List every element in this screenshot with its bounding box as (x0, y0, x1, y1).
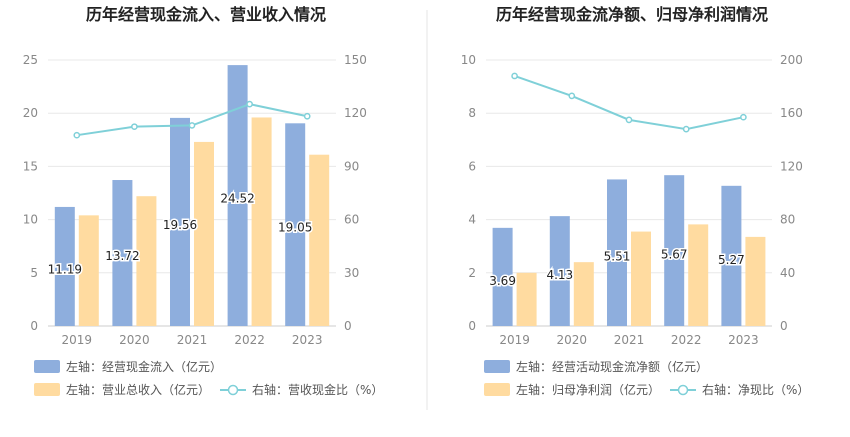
line-point (131, 123, 138, 131)
line-point (568, 92, 576, 100)
bar-primary (112, 180, 133, 326)
y-left-tick-label: 8 (468, 106, 476, 120)
legend-label: 右轴：营收现金比（%） (252, 382, 383, 397)
y-right-tick-label: 0 (780, 319, 788, 333)
chart-panel-2: 历年经营现金流净额、归母净利润情况 0 2 4 6 8 10 0 40 80 120 160 200 20… (461, 5, 810, 397)
bar-primary (285, 123, 306, 326)
y-right-tick-label: 120 (780, 159, 803, 173)
data-label: 3.69 (489, 274, 516, 288)
bar-primary (492, 227, 513, 326)
y-right-tick-label: 150 (344, 53, 367, 67)
bar-primary (721, 185, 742, 326)
bar-secondary (136, 196, 157, 326)
x-tick-label: 2019 (499, 333, 530, 347)
bar-secondary (78, 215, 99, 326)
legend-label: 左轴：归母净利润（亿元） (516, 382, 660, 397)
data-label: 13.72 (105, 249, 139, 263)
y-right-tick-label: 30 (344, 266, 359, 280)
x-tick-label: 2020 (557, 333, 588, 347)
y-left-tick-label: 4 (468, 213, 476, 227)
data-label: 19.56 (163, 218, 197, 232)
bar-secondary (251, 117, 272, 327)
y-right-tick-label: 120 (344, 106, 367, 120)
legend-line-marker (227, 384, 239, 396)
y-right-tick-label: 60 (344, 213, 359, 227)
line-point (303, 112, 311, 120)
line-point (740, 113, 747, 121)
bar-primary (227, 65, 248, 326)
legend-swatch (484, 360, 510, 373)
y-left-tick-label: 15 (23, 159, 38, 173)
line-point (511, 72, 518, 80)
bar-primary (54, 206, 75, 326)
line-point (682, 125, 690, 133)
line-point (188, 122, 196, 129)
legend-swatch (484, 383, 510, 396)
y-right-tick-label: 40 (780, 266, 795, 280)
chart-title: 历年经营现金流净额、归母净利润情况 (496, 5, 768, 24)
y-left-tick-label: 6 (468, 159, 476, 173)
y-right-tick-label: 160 (780, 106, 803, 120)
bar-secondary (309, 154, 330, 326)
bar-secondary (573, 262, 594, 326)
x-tick-label: 2023 (728, 333, 759, 347)
legend-label: 右轴：净现比（%） (702, 382, 809, 397)
y-right-tick-label: 80 (780, 213, 795, 227)
legend-label: 左轴：经营现金流入（亿元） (66, 359, 222, 374)
x-tick-label: 2019 (62, 333, 93, 347)
legend-label: 左轴：经营活动现金流净额（亿元） (516, 359, 708, 374)
bar-primary (607, 179, 627, 326)
data-label: 24.52 (220, 192, 254, 206)
x-tick-label: 2023 (292, 333, 323, 347)
legend-swatch (34, 360, 60, 373)
y-left-tick-label: 0 (468, 319, 476, 333)
line-point (625, 116, 633, 124)
y-right-tick-label: 200 (780, 53, 803, 67)
line-point (73, 131, 81, 139)
data-label: 19.05 (278, 221, 312, 235)
y-left-tick-label: 20 (23, 106, 38, 120)
bar-secondary (194, 141, 214, 326)
x-tick-label: 2022 (234, 333, 265, 347)
y-left-tick-label: 2 (468, 266, 476, 280)
chart-panel-1: 历年经营现金流入、营业收入情况 0 5 10 15 20 25 0 30 60 90 120 150 20… (23, 5, 384, 397)
y-left-tick-label: 25 (23, 53, 38, 67)
y-left-tick-label: 10 (23, 213, 38, 227)
y-left-tick-label: 5 (30, 266, 38, 280)
y-right-tick-label: 0 (344, 319, 352, 333)
x-tick-label: 2021 (614, 333, 645, 347)
y-left-tick-label: 0 (30, 319, 38, 333)
data-label: 11.19 (48, 262, 82, 276)
data-label: 5.51 (604, 250, 631, 264)
legend-label: 左轴：营业总收入（亿元） (66, 382, 210, 397)
x-tick-label: 2021 (177, 333, 208, 347)
y-right-tick-label: 90 (344, 159, 359, 173)
series-line (76, 103, 308, 137)
chart-title: 历年经营现金流入、营业收入情况 (86, 5, 326, 24)
bar-primary (549, 216, 570, 326)
legend-swatch (34, 383, 60, 396)
bar-primary (664, 175, 685, 326)
bar-secondary (516, 272, 537, 326)
line-point (246, 100, 253, 108)
data-label: 5.67 (661, 248, 688, 262)
bar-primary (170, 117, 190, 327)
x-tick-label: 2020 (119, 333, 150, 347)
legend-line-marker (677, 384, 689, 396)
data-label: 4.13 (546, 268, 573, 282)
y-left-tick-label: 10 (461, 53, 476, 67)
x-tick-label: 2022 (671, 333, 702, 347)
data-label: 5.27 (718, 253, 745, 267)
bar-secondary (631, 231, 651, 326)
bar-secondary (688, 224, 709, 326)
bar-secondary (745, 236, 766, 326)
